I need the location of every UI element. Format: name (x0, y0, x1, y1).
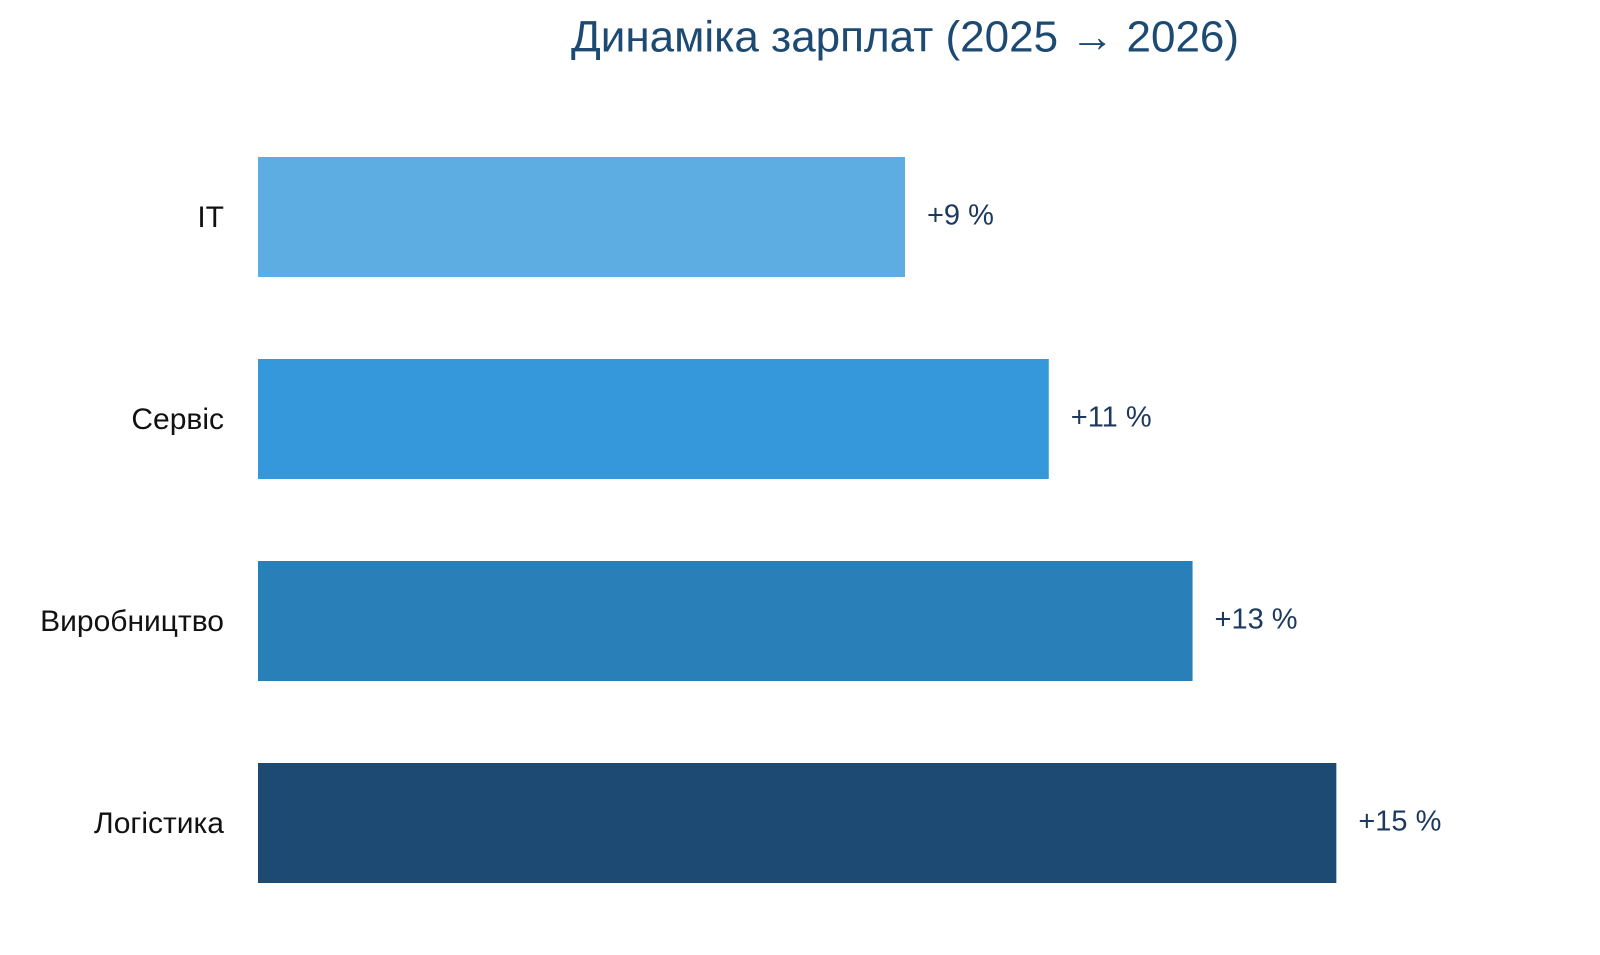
bar (258, 561, 1193, 681)
value-label: +13 % (1215, 604, 1298, 636)
y-tick-label: Виробництво (40, 605, 224, 638)
bar (258, 359, 1049, 479)
value-label: +9 % (927, 200, 994, 232)
chart-title: Динаміка зарплат (2025 → 2026) (571, 13, 1239, 62)
value-label: +15 % (1358, 806, 1441, 838)
y-tick-label: Сервіс (131, 403, 224, 436)
bar (258, 157, 905, 277)
bar (258, 763, 1337, 883)
y-tick-label: Логістика (94, 807, 224, 840)
value-label: +11 % (1071, 402, 1152, 434)
y-tick-label: IT (197, 201, 224, 234)
